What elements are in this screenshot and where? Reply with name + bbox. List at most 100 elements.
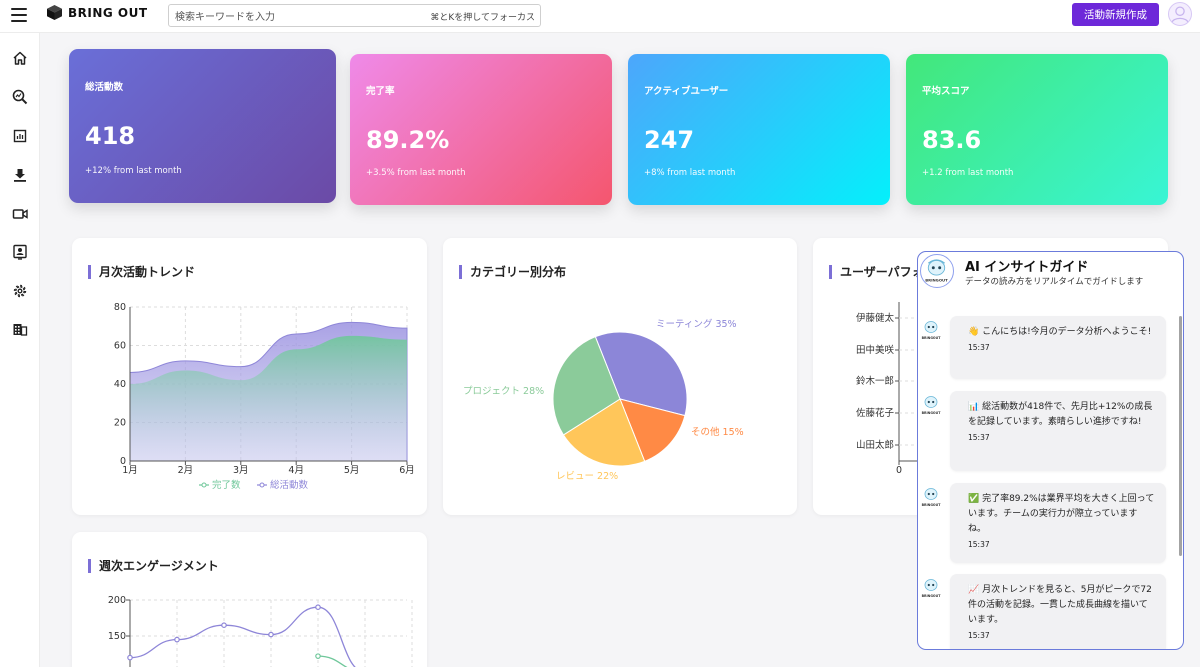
- panel-title: カテゴリー別分布: [459, 265, 566, 279]
- stat-change: +3.5% from last month: [366, 168, 466, 178]
- y-tick-label: 200: [108, 595, 126, 606]
- stat-change: +8% from last month: [644, 168, 736, 178]
- x-tick-label: 5月: [344, 465, 360, 476]
- weekly-engagement-chart[interactable]: 150 200: [72, 532, 427, 667]
- pie-label: レビュー 22%: [556, 471, 618, 482]
- ai-scrollbar[interactable]: [1179, 316, 1182, 556]
- download-icon[interactable]: [12, 167, 28, 183]
- logo-cube-icon: [47, 5, 62, 20]
- search-analytics-icon[interactable]: [12, 89, 28, 105]
- stat-card-total-activities[interactable]: 総活動数 418 +12% from last month: [69, 49, 336, 203]
- search-input[interactable]: [169, 7, 409, 28]
- ai-message: ✅ 完了率89.2%は業界平均を大きく上回っています。チームの実行力が際立ってい…: [950, 483, 1166, 563]
- stat-change: +1.2 from last month: [922, 168, 1014, 178]
- monthly-trend-panel: 月次活動トレンド 0 20 40 60 80 1月 2月 3月 4月 5月 6月 完了数 総活動数: [72, 238, 427, 515]
- logo-text: BRING OUT: [68, 5, 148, 20]
- data-point[interactable]: [174, 636, 180, 643]
- series-area-completed[interactable]: [130, 335, 407, 461]
- ai-guide-subtitle: データの読み方をリアルタイムでガイドします: [965, 277, 1144, 287]
- hamburger-menu-icon[interactable]: [11, 8, 27, 22]
- stat-change: +12% from last month: [85, 166, 182, 176]
- bringout-mascot-icon: BRINGOUT: [920, 485, 942, 509]
- panel-title: 月次活動トレンド: [88, 265, 195, 279]
- y-tick-label: 80: [114, 302, 126, 313]
- x-tick-label: 4月: [288, 465, 304, 476]
- panel-title: 週次エンゲージメント: [88, 559, 219, 573]
- ai-message-text: 👋 こんにちは!今月のデータ分析へようこそ!: [968, 327, 1152, 337]
- stat-value: 83.6: [922, 126, 982, 154]
- ai-message-time: 15:37: [968, 343, 990, 352]
- y-tick-label: 佐藤花子: [856, 407, 895, 419]
- pie-slice-2[interactable]: [619, 398, 686, 462]
- ai-message: 📈 月次トレンドを見ると、5月がピークで72件の活動を記録。一貫した成長曲線を描…: [950, 574, 1166, 649]
- legend-marker: [201, 482, 207, 488]
- pie-slice-3[interactable]: [562, 398, 646, 467]
- search-shortcut-hint: ⌘とKを押してフォーカス: [430, 13, 535, 23]
- stat-title: アクティブユーザー: [644, 86, 729, 97]
- data-point[interactable]: [221, 622, 227, 629]
- x-tick-label: 1月: [122, 465, 138, 476]
- video-icon[interactable]: [12, 206, 28, 222]
- bringout-mascot-icon: BRINGOUT: [920, 576, 942, 600]
- stat-title: 総活動数: [85, 82, 124, 93]
- ai-message-time: 15:37: [968, 540, 990, 549]
- legend-marker: [259, 482, 265, 488]
- series-line-2[interactable]: [317, 655, 365, 667]
- stat-card-completion-rate[interactable]: 完了率 89.2% +3.5% from last month: [350, 54, 612, 205]
- data-point[interactable]: [127, 654, 133, 661]
- data-point[interactable]: [315, 653, 321, 659]
- pie-slice-4[interactable]: [552, 336, 621, 436]
- svg-text:BRINGOUT: BRINGOUT: [925, 277, 948, 282]
- y-tick-label: 60: [114, 341, 126, 352]
- x-tick-label: 0: [896, 465, 902, 476]
- contact-card-icon[interactable]: [12, 244, 28, 260]
- report-chart-icon[interactable]: [12, 128, 28, 144]
- ai-insight-guide-panel: BRINGOUT AI インサイトガイド データの読み方をリアルタイムでガイドし…: [917, 251, 1184, 650]
- new-activity-button[interactable]: 活動新規作成: [1072, 3, 1159, 26]
- series-line-1[interactable]: [129, 606, 365, 667]
- y-tick-label: 150: [108, 631, 126, 642]
- svg-text:BRINGOUT: BRINGOUT: [922, 594, 942, 598]
- ai-message: 📊 総活動数が418件で、先月比+12%の成長を記録しています。素晴らしい進捗で…: [950, 391, 1166, 471]
- ai-message-text: ✅ 完了率89.2%は業界平均を大きく上回っています。チームの実行力が際立ってい…: [968, 494, 1155, 534]
- stat-title: 平均スコア: [922, 86, 970, 97]
- y-tick-label: 20: [114, 418, 126, 429]
- pie-slice-1[interactable]: [594, 331, 688, 417]
- stat-card-active-users[interactable]: アクティブユーザー 247 +8% from last month: [628, 54, 890, 205]
- data-point[interactable]: [315, 604, 321, 611]
- data-point[interactable]: [268, 631, 274, 638]
- building-icon[interactable]: [12, 321, 28, 337]
- ai-message-time: 15:37: [968, 631, 990, 640]
- category-pie-chart[interactable]: ミーティング 35% その他 15% レビュー 22% プロジェクト 28%: [443, 238, 797, 515]
- ai-message: 👋 こんにちは!今月のデータ分析へようこそ! 15:37: [950, 316, 1166, 379]
- legend-label[interactable]: 完了数: [212, 479, 241, 491]
- category-distribution-panel: カテゴリー別分布 ミーティング 35% その他 15% レビュー 22% プロジェクト…: [443, 238, 797, 515]
- stat-card-average-score[interactable]: 平均スコア 83.6 +1.2 from last month: [906, 54, 1168, 205]
- y-tick-label: 山田太郎: [856, 439, 894, 451]
- user-avatar-icon[interactable]: [1168, 2, 1192, 26]
- stat-title: 完了率: [366, 86, 395, 97]
- ai-message-text: 📊 総活動数が418件で、先月比+12%の成長を記録しています。素晴らしい進捗で…: [968, 402, 1153, 427]
- x-tick-label: 3月: [233, 465, 249, 476]
- gear-icon[interactable]: [12, 283, 28, 299]
- logo[interactable]: BRING OUT: [47, 5, 148, 20]
- stat-value: 89.2%: [366, 126, 450, 154]
- y-tick-label: 田中美咲: [856, 344, 895, 356]
- top-header: BRING OUT ⌘とKを押してフォーカス 活動新規作成: [0, 0, 1200, 33]
- bringout-mascot-icon: BRINGOUT: [920, 254, 954, 288]
- weekly-engagement-panel: 週次エンゲージメント 150 200: [72, 532, 427, 667]
- bringout-mascot-icon: BRINGOUT: [920, 318, 942, 342]
- home-icon[interactable]: [12, 50, 28, 66]
- search-box[interactable]: ⌘とKを押してフォーカス: [168, 4, 541, 28]
- y-tick-label: 40: [114, 379, 126, 390]
- pie-label: プロジェクト 28%: [463, 386, 544, 397]
- stat-value: 247: [644, 126, 695, 154]
- y-tick-label: 伊藤健太: [856, 312, 895, 324]
- svg-text:BRINGOUT: BRINGOUT: [922, 411, 942, 415]
- y-tick-label: 鈴木一郎: [856, 375, 894, 387]
- y-tick-label: 0: [120, 456, 126, 467]
- legend-label[interactable]: 総活動数: [270, 479, 309, 491]
- svg-text:BRINGOUT: BRINGOUT: [922, 336, 942, 340]
